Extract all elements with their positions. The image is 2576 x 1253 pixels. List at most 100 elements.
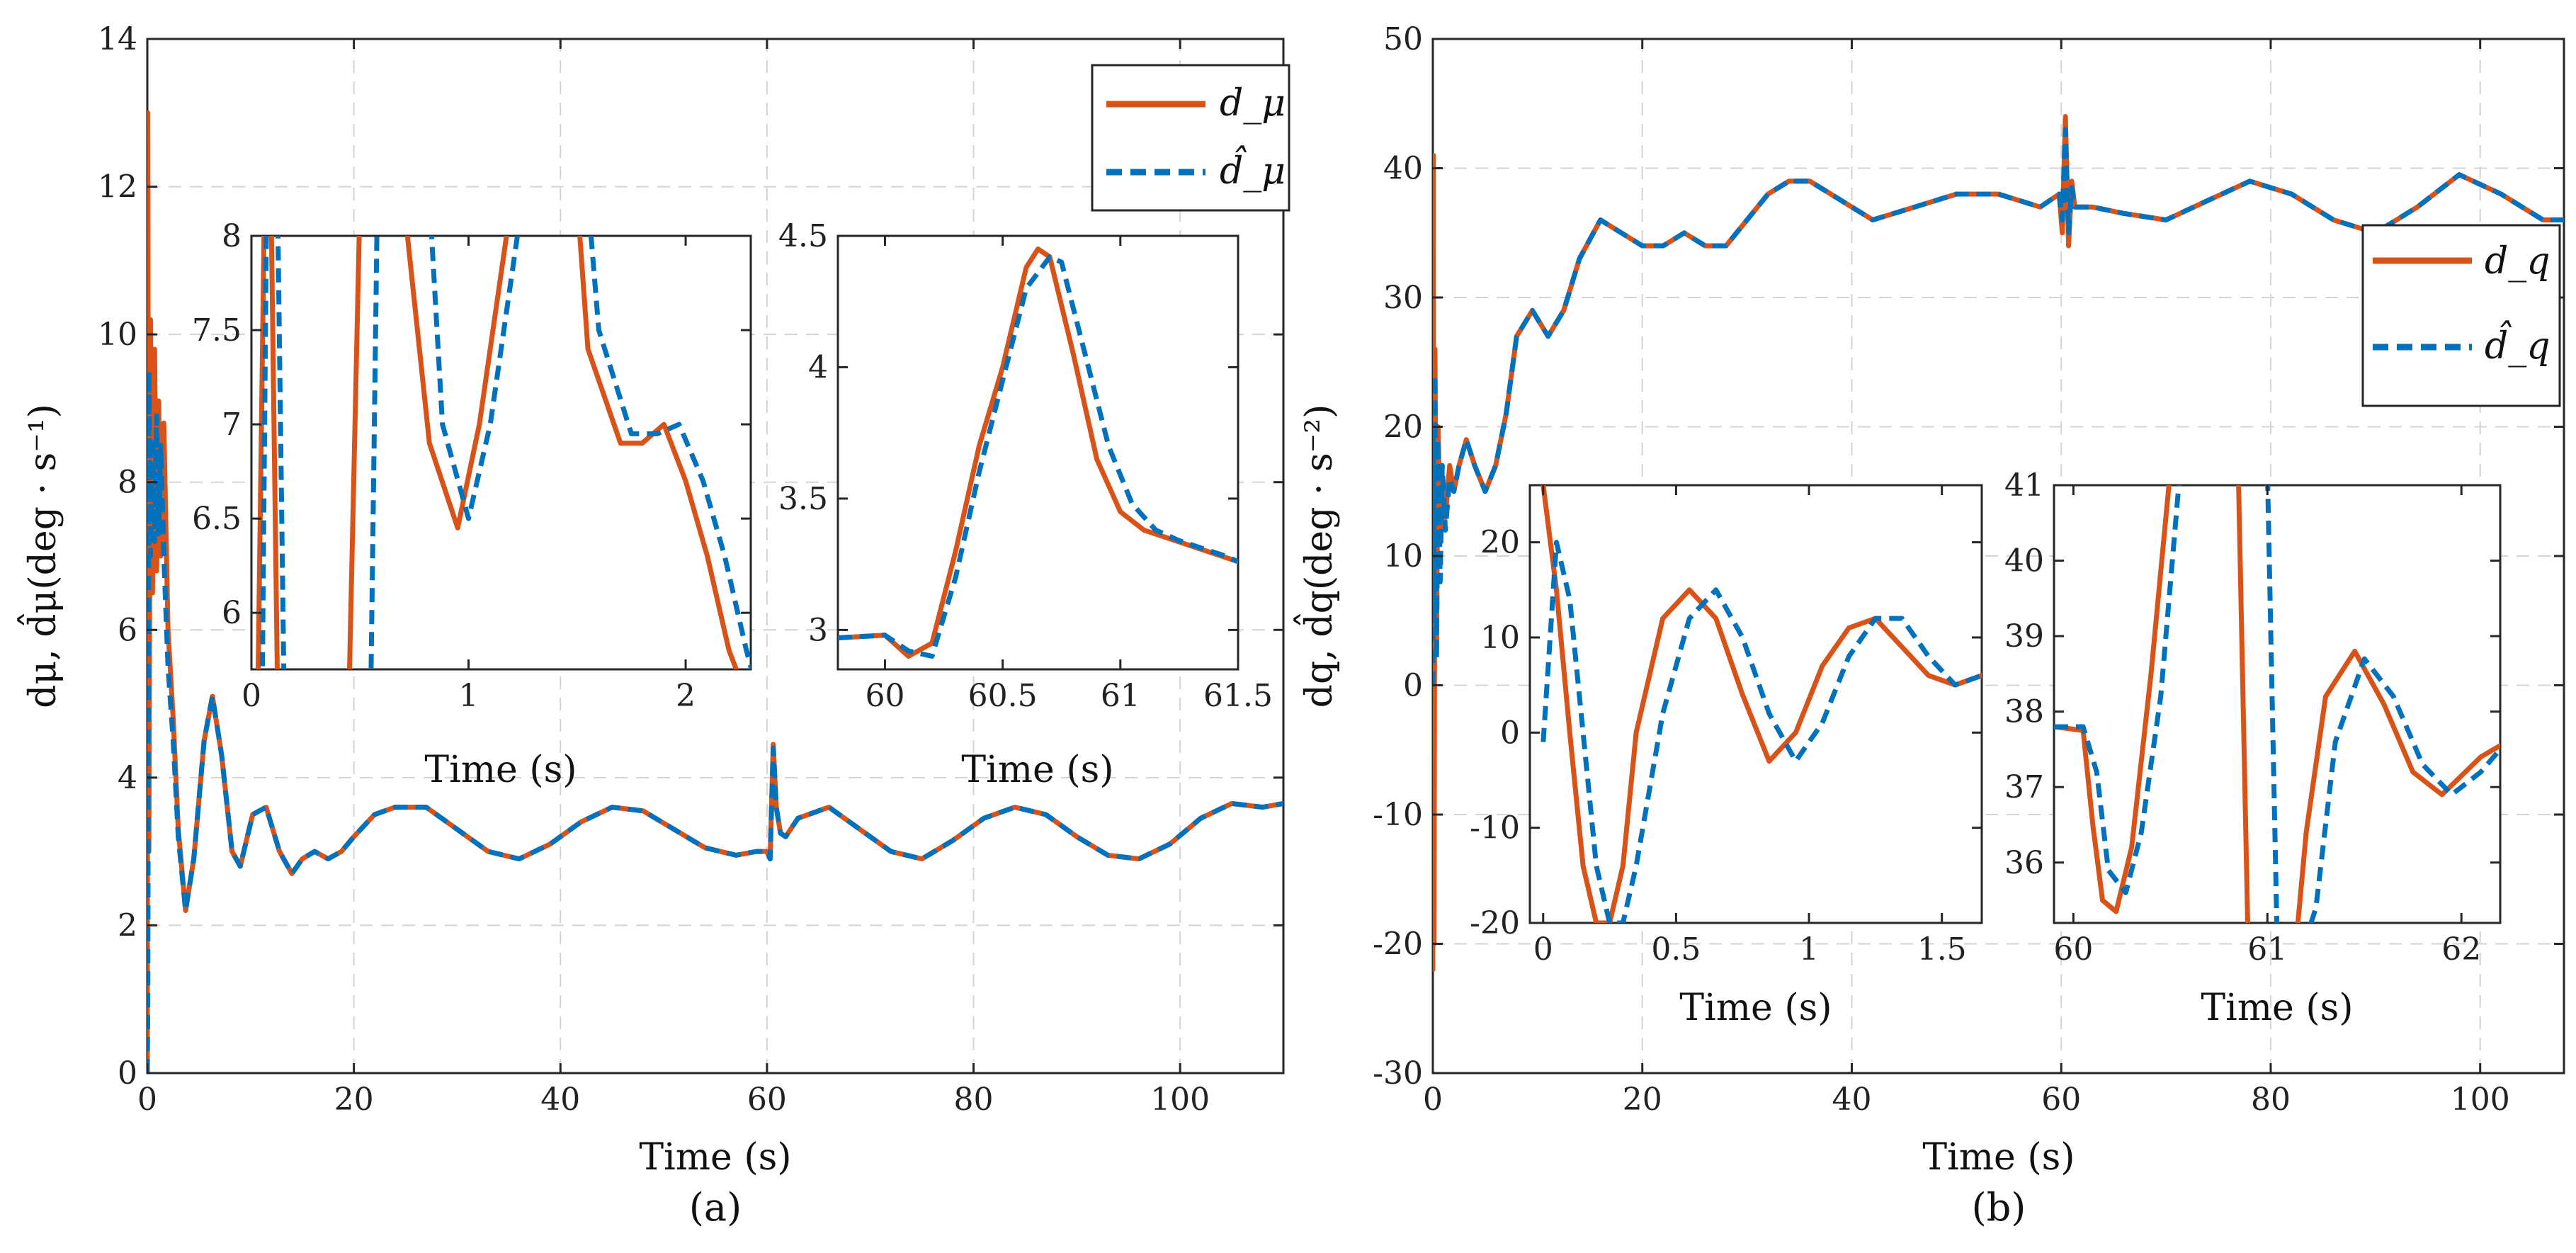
panel-b-inset-2-xtick-label: 61 [2247,931,2287,968]
panel-b-inset-1-xtick-label: 1.5 [1917,931,1967,968]
panel-b-inset-1-xlabel: Time (s) [1679,987,1832,1029]
panel-b-inset-2-ytick-label: 38 [2004,694,2044,730]
panel-a-ytick-label: 14 [98,21,137,57]
panel-a-inset-1-xtick-label: 1 [459,678,479,714]
panel-b-inset-1: 0 0.5 1 1.5 -20 -10 0 10 20 Time (s) [1470,484,1983,1029]
panel-a-ytick-label: 10 [98,317,137,353]
panel-a-inset-1-frame [250,234,752,671]
panel-b-inset-1-ticks: 0 0.5 1 1.5 -20 -10 0 10 20 [1470,485,1982,968]
panel-a-xtick-label: 0 [137,1082,157,1118]
panel-a-inset-2-ytick-label: 3.5 [778,481,828,517]
panel-a-xtick-label: 20 [334,1082,374,1118]
panel-a-inset-1-ytick-label: 6.5 [192,501,242,537]
panel-b-inset-1-frame [1528,484,1983,924]
panel-a-inset-2-frame [836,234,1239,671]
panel-b-inset-2-ytick-label: 39 [2004,618,2044,654]
panel-b-inset-2-ytick-label: 37 [2004,769,2044,805]
panel-a-inset-1-ytick-label: 8 [222,218,242,254]
panel-b-inset-1-ytick-label: -10 [1470,810,1520,846]
panel-a-legend-label-estimate: d̂_μ [1220,146,1286,193]
panel-b-inset-1-ytick-label: 20 [1480,525,1520,561]
panel-b-lines [1433,114,2564,973]
panel-b-ylabel: dq, d̂q(deg · s⁻²) [1294,404,1341,708]
panel-b-inset-1-ytick-label: -20 [1470,905,1520,941]
panel-a-inset-2-xtick-label: 61.5 [1203,678,1273,714]
panel-b-ytick-label: 40 [1383,151,1423,187]
panel-a-ytick-label: 12 [98,169,137,205]
panel-b-xlabel: Time (s) [1922,1136,2075,1179]
panel-a-inset-2-ytick-label: 3 [808,612,828,648]
panel-b-inset-2-lines [2054,485,2500,923]
panel-a-inset-2-ytick-label: 4.5 [778,218,828,254]
panel-a-inset-2-lines [838,246,1238,659]
panel-b-series-estimate [1433,127,2564,686]
panel-a-caption: (a) [689,1185,742,1230]
panel-b-legend-label-estimate: d̂_q [2485,321,2551,368]
panel-a-inset-2-ticks: 60 60.5 61 61.5 3 3.5 4 4.5 [778,218,1273,714]
panel-b-ytick-label: -10 [1373,797,1423,833]
panel-a-ytick-label: 0 [118,1055,137,1092]
panel-b-inset-1-series-actual [1541,485,1982,923]
panel-a-inset-1-xtick-label: 2 [676,678,696,714]
panel-a-inset-2: 60 60.5 61 61.5 3 3.5 4 4.5 Time (s) [778,218,1273,791]
panel-a-inset-2-ytick-label: 4 [808,349,828,385]
panel-a-ytick-label: 2 [118,907,137,943]
panel-b-xtick-label: 0 [1423,1082,1443,1118]
panel-b-legend: d_q d̂_q [2361,224,2561,407]
panel-b-inset-1-series-estimate [1541,540,1982,923]
panel-b-inset-2-xtick-label: 62 [2441,931,2481,968]
panel-b-inset-2-ticks: 60 61 62 36 37 38 39 40 41 [2004,467,2500,968]
panel-b-ytick-label: 10 [1383,538,1423,574]
panel-a-inset-1-xtick-label: 0 [242,678,261,714]
panel-a-inset-1-ytick-label: 7 [222,407,242,443]
panel-b-inset-2-ytick-label: 40 [2004,543,2044,579]
panel-b-ytick-label: -30 [1373,1055,1423,1092]
panel-b-inset-2-ytick-label: 36 [2004,845,2044,881]
panel-b-xtick-label: 20 [1623,1082,1662,1118]
panel-a-inset-2-xlabel: Time (s) [961,749,1113,791]
panel-b-inset-1-xtick-label: 1 [1799,931,1819,968]
panel-b-inset-1-xtick-label: 0.5 [1651,931,1701,968]
panel-b-xtick-label: 40 [1832,1082,1871,1118]
panel-a-xtick-label: 40 [540,1082,580,1118]
panel-b-caption: (b) [1972,1185,2026,1230]
panel-a-legend-label-actual: d_μ [1220,82,1286,125]
panel-a-xlabel: Time (s) [639,1136,791,1179]
panel-b-inset-2-ytick-label: 41 [2004,467,2044,504]
panel-b-inset-1-ytick-label: 0 [1500,715,1520,751]
panel-a-inset-1: 0 1 2 6 6.5 7 7.5 8 Time (s) [192,218,752,791]
panel-a-inset-1-series-estimate [260,236,751,669]
panel-a-ytick-label: 4 [118,760,137,796]
panel-a-inset-2-xtick-label: 60 [865,678,904,714]
panel-b-xtick-label: 60 [2041,1082,2081,1118]
panel-a-series-estimate [147,368,1283,1073]
panel-a-legend-box [1091,64,1290,212]
panel-a-inset-2-xtick-label: 60.5 [968,678,1038,714]
panel-b-ytick-label: 0 [1403,668,1423,704]
panel-a-inset-1-ytick-label: 6 [222,595,242,631]
panel-b-ytick-label: 20 [1383,409,1423,446]
panel-a-inset-1-ticks: 0 1 2 6 6.5 7 7.5 8 [192,218,751,714]
panel-b-inset-1-lines [1541,485,1982,923]
panel-a-lines [147,110,1283,1073]
panel-a-ytick-label: 8 [118,465,137,501]
panel-a-xtick-label: 100 [1150,1082,1210,1118]
panel-b-ytick-label: 30 [1383,280,1423,316]
panel-b-legend-box [2361,224,2561,407]
panel-a-xtick-label: 60 [747,1082,787,1118]
panel-b-xtick-label: 100 [2451,1082,2510,1118]
panel-b-legend-label-actual: d_q [2485,240,2551,283]
panel-b-inset-2: 60 61 62 36 37 38 39 40 41 Time (s) [2004,467,2502,1029]
panel-b-inset-1-ytick-label: 10 [1480,620,1520,656]
panel-b-inset-2-xlabel: Time (s) [2201,987,2353,1029]
panel-b-inset-2-xtick-label: 60 [2053,931,2093,968]
panel-a-inset-1-xlabel: Time (s) [424,749,577,791]
panel-b-xtick-label: 80 [2251,1082,2291,1118]
panel-a-inset-1-lines [256,236,751,669]
panel-a-legend: d_μ d̂_μ [1091,64,1290,212]
